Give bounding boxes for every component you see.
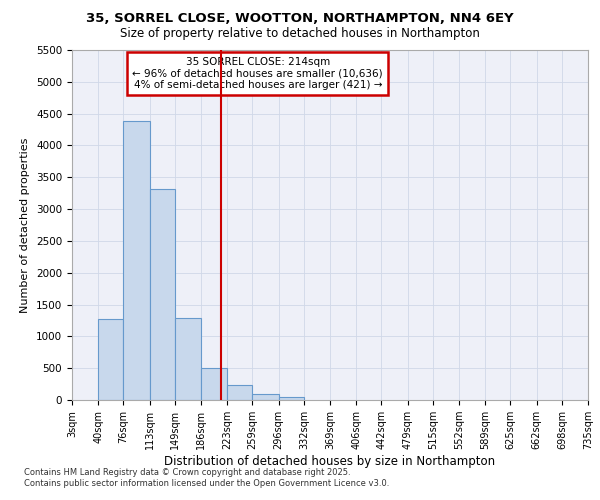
Bar xyxy=(227,384,253,400)
Text: Contains HM Land Registry data © Crown copyright and database right 2025.
Contai: Contains HM Land Registry data © Crown c… xyxy=(24,468,389,487)
X-axis label: Distribution of detached houses by size in Northampton: Distribution of detached houses by size … xyxy=(164,455,496,468)
Bar xyxy=(175,318,201,400)
Bar xyxy=(149,190,175,400)
Y-axis label: Number of detached properties: Number of detached properties xyxy=(20,138,31,312)
Text: Size of property relative to detached houses in Northampton: Size of property relative to detached ho… xyxy=(120,28,480,40)
Bar xyxy=(98,319,124,400)
Bar xyxy=(201,368,227,400)
Bar xyxy=(124,122,149,400)
Bar xyxy=(253,394,278,400)
Text: 35 SORREL CLOSE: 214sqm
← 96% of detached houses are smaller (10,636)
4% of semi: 35 SORREL CLOSE: 214sqm ← 96% of detache… xyxy=(133,57,383,90)
Bar xyxy=(278,396,304,400)
Text: 35, SORREL CLOSE, WOOTTON, NORTHAMPTON, NN4 6EY: 35, SORREL CLOSE, WOOTTON, NORTHAMPTON, … xyxy=(86,12,514,26)
